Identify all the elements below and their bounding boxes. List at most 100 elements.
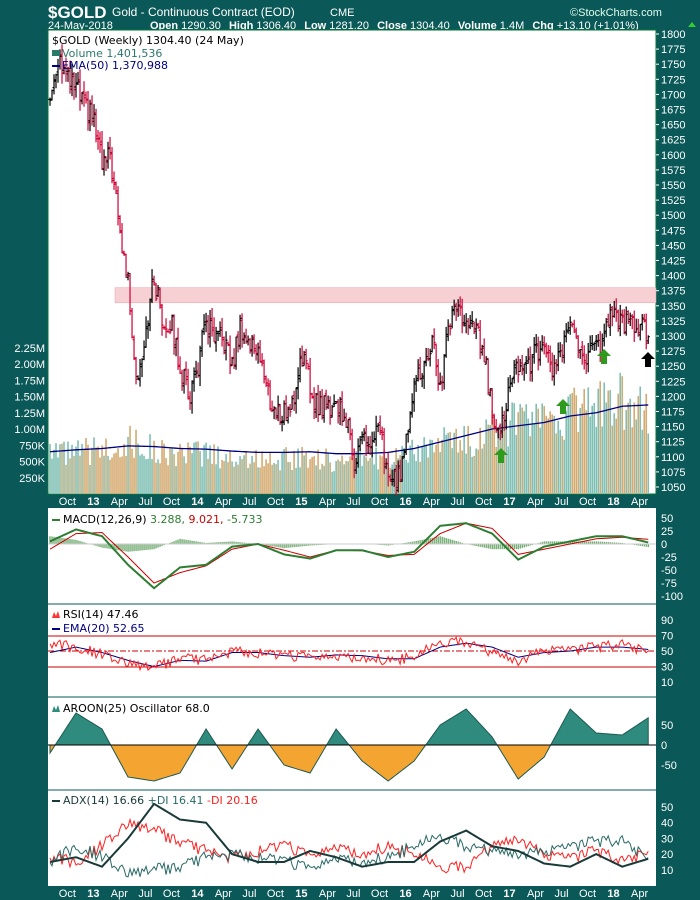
price-bar (646, 335, 650, 344)
price-bar (166, 329, 170, 333)
volume-bar (117, 448, 119, 494)
volume-legend: Volume 1,401,536 (62, 47, 162, 60)
price-bar (290, 395, 294, 410)
volume-tick-label: 2.25M (14, 343, 45, 355)
volume-bar (533, 423, 535, 494)
price-bar (366, 436, 370, 455)
volume-bar (451, 448, 453, 494)
price-bar (522, 363, 526, 381)
volume-bar (67, 441, 69, 494)
price-bar (48, 97, 52, 106)
volume-bar (139, 455, 141, 494)
macd-panel (48, 508, 656, 604)
volume-bar (207, 458, 209, 494)
price-bar (130, 307, 134, 339)
exchange: CME (330, 7, 354, 19)
volume-bar (419, 461, 421, 494)
price-bar (250, 334, 254, 357)
price-bar (242, 332, 246, 344)
price-bar (416, 359, 420, 382)
price-bar (442, 354, 446, 390)
price-bar (338, 396, 342, 426)
price-bar (428, 348, 432, 367)
x-tick-label: 18 (607, 496, 619, 508)
price-bar (588, 335, 592, 353)
x-tick-label: Jul (554, 888, 568, 900)
x-tick-label: 16 (399, 888, 411, 900)
volume-bar (489, 424, 491, 494)
volume-bar (175, 466, 177, 494)
volume-bar (621, 376, 624, 494)
volume-bar (301, 447, 303, 494)
volume-bar (425, 444, 427, 494)
price-bar (624, 306, 628, 336)
price-bar (454, 302, 458, 321)
price-bar (268, 380, 272, 411)
volume-bar (101, 445, 103, 494)
volume-bar (365, 457, 367, 494)
price-bar (528, 346, 532, 382)
volume-bar (275, 464, 277, 494)
price-bar (476, 322, 480, 329)
volume-bar (577, 432, 580, 494)
volume-bar (411, 439, 413, 494)
x-tick-label: 15 (295, 496, 307, 508)
price-bar (574, 327, 578, 339)
price-tick-label: 1475 (661, 225, 685, 237)
volume-bar (241, 459, 243, 494)
price-tick-label: 1100 (661, 452, 685, 464)
volume-bar (125, 455, 127, 494)
volume-bar (403, 447, 405, 494)
price-bar (458, 296, 462, 316)
aroon-tick-label: 50 (661, 720, 673, 732)
price-bar (182, 369, 186, 394)
volume-bar (409, 445, 411, 494)
volume-bar (289, 462, 291, 494)
volume-bar (311, 456, 313, 494)
rsi-icon (52, 611, 60, 618)
x-axis-bottom: Oct 13 Apr Jul Oct 14 Apr Jul Oct 15 Apr Jul Oct 16 Ap… (59, 888, 649, 900)
volume-bar (135, 429, 137, 494)
price-bar (488, 388, 492, 397)
volume-bar (71, 444, 73, 494)
price-bar (450, 305, 454, 329)
volume-bar (341, 455, 343, 494)
volume-bar (221, 459, 223, 494)
volume-bar (269, 451, 271, 494)
price-tick-label: 1525 (661, 195, 685, 207)
price-bar (210, 307, 214, 337)
x-tick-label: Apr (215, 496, 232, 508)
volume-bar (53, 449, 55, 494)
price-bar (116, 186, 120, 226)
volume-bar (623, 429, 626, 494)
volume-bar (57, 457, 59, 494)
volume-bar (385, 463, 387, 494)
volume-bar (245, 451, 247, 494)
volume-bar (185, 463, 187, 494)
price-bar (536, 336, 540, 371)
volume-bar (209, 445, 211, 494)
price-bar (512, 359, 516, 384)
aroon-icon (52, 705, 60, 712)
volume-bar (169, 448, 171, 494)
black-up-arrow-icon (641, 352, 655, 367)
volume-bar (465, 453, 467, 494)
volume-bar (303, 455, 305, 494)
ema-legend: EMA(50) 1,370,988 (62, 59, 168, 72)
price-tick-label: 1200 (661, 391, 685, 403)
aroon-axis: 50 0 -50 (661, 720, 677, 772)
volume-bar (369, 458, 371, 494)
volume-bar (413, 454, 415, 494)
price-bar (472, 321, 476, 334)
volume-bar (433, 452, 435, 494)
price-tick-label: 1800 (661, 29, 685, 41)
price-bar (586, 342, 590, 373)
rsi-tick-label: 50 (661, 646, 673, 658)
volume-bar (491, 409, 493, 494)
volume-bar (163, 443, 165, 494)
price-bar (518, 358, 522, 373)
price-bar (324, 389, 328, 411)
x-tick-label: Jul (242, 496, 256, 508)
price-bar (276, 395, 280, 422)
price-bar (604, 318, 608, 338)
